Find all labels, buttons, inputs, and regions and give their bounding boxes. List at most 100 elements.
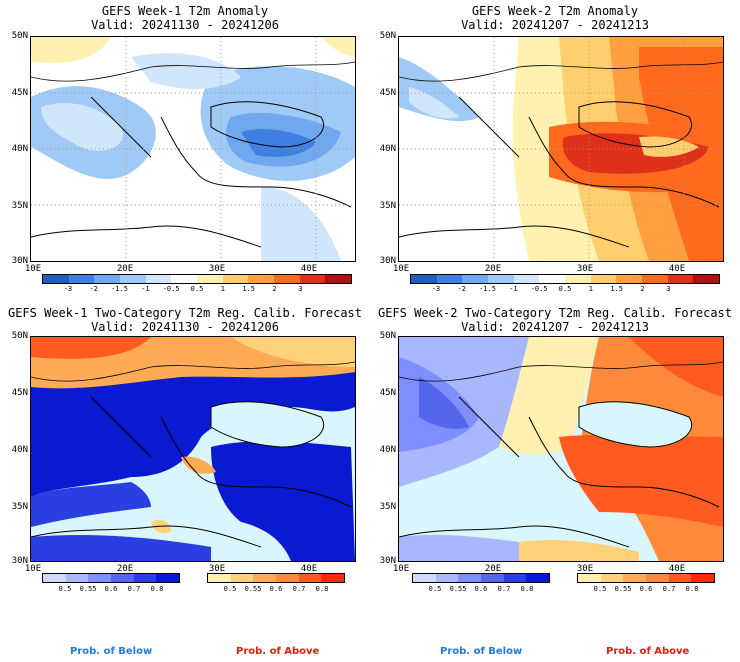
colorbar-tick-label: 0.6 xyxy=(269,585,283,593)
map-graphic xyxy=(31,337,355,561)
colorbar-swatch xyxy=(411,275,437,283)
colorbar-swatch xyxy=(642,275,668,283)
probability-map-week1 xyxy=(30,336,356,562)
panel-title: GEFS Week-1 T2m Anomaly xyxy=(101,4,269,18)
prob-below-colorbar-ticks: 0.5 0.55 0.6 0.7 0.8 xyxy=(42,585,180,595)
lon-label: 40E xyxy=(668,264,686,274)
colorbar-swatch xyxy=(590,275,617,283)
lon-label: 30E xyxy=(208,264,226,274)
map-graphic xyxy=(399,337,723,561)
colorbar-swatch xyxy=(222,275,249,283)
colorbar-swatch xyxy=(691,574,715,582)
anomaly-colorbar-ticks: -3 -2 -1.5 -1 -0.5 0.5 1 1.5 2 3 xyxy=(42,285,352,295)
colorbar-swatch xyxy=(616,275,643,283)
lat-label: 50N xyxy=(379,331,396,341)
colorbar-tick-label: 2 xyxy=(272,285,277,293)
lat-label: 35N xyxy=(379,502,396,512)
colorbar-tick-label: -1.5 xyxy=(479,285,496,293)
prob-above-colorbar xyxy=(577,573,715,583)
colorbar-swatch xyxy=(513,275,540,283)
colorbar-swatch xyxy=(43,574,66,582)
lat-label: 45N xyxy=(11,88,28,98)
colorbar-swatch xyxy=(253,574,277,582)
colorbar-tick-label: -1 xyxy=(509,285,518,293)
lat-label: 30N xyxy=(11,556,28,566)
colorbar-swatch xyxy=(248,275,275,283)
map-graphic xyxy=(399,37,723,261)
colorbar-tick-label: 0.8 xyxy=(520,585,534,593)
colorbar-tick-label: -0.5 xyxy=(530,285,548,293)
colorbar-swatch xyxy=(526,574,550,582)
probability-map-week2 xyxy=(398,336,724,562)
colorbar-tick-label: 0.55 xyxy=(244,585,262,593)
panel-week1-probability: GEFS Week-1 Two-Category T2m Reg. Calib.… xyxy=(0,300,370,662)
colorbar-swatch xyxy=(68,275,95,283)
colorbar-swatch xyxy=(43,275,69,283)
colorbar-tick-label: 1 xyxy=(588,285,593,293)
panel-valid-dates: Valid: 20241207 - 20241213 xyxy=(461,18,649,32)
colorbar-swatch xyxy=(133,574,157,582)
prob-below-colorbar xyxy=(42,573,180,583)
lon-label: 10E xyxy=(392,264,410,274)
colorbar-swatch xyxy=(458,574,482,582)
colorbar-tick-label: -2 xyxy=(457,285,466,293)
colorbar-tick-label: -1.5 xyxy=(111,285,128,293)
colorbar-swatch xyxy=(88,574,112,582)
lon-label: 20E xyxy=(484,264,502,274)
colorbar-swatch xyxy=(120,275,146,283)
colorbar-tick-label: -3 xyxy=(63,285,73,293)
lon-label: 10E xyxy=(24,564,42,574)
lat-label: 50N xyxy=(11,31,28,41)
lat-label: 45N xyxy=(379,388,396,398)
lon-label: 20E xyxy=(116,264,134,274)
panel-title: GEFS Week-1 Two-Category T2m Reg. Calib.… xyxy=(7,306,362,320)
colorbar-swatch xyxy=(435,574,459,582)
colorbar-swatch xyxy=(274,275,300,283)
anomaly-colorbar xyxy=(42,274,352,284)
colorbar-tick-label: 0.6 xyxy=(104,585,118,593)
lon-label: 30E xyxy=(576,264,594,274)
colorbar-tick-label: -0.5 xyxy=(162,285,180,293)
colorbar-tick-label: 2 xyxy=(640,285,645,293)
colorbar-swatch xyxy=(325,275,352,283)
colorbar-swatch xyxy=(578,574,601,582)
prob-above-colorbar-ticks: 0.5 0.55 0.6 0.7 0.8 xyxy=(577,585,715,595)
prob-above-colorbar-ticks: 0.5 0.55 0.6 0.7 0.8 xyxy=(207,585,345,595)
colorbar-swatch xyxy=(208,574,231,582)
colorbar-swatch xyxy=(321,574,345,582)
colorbar-swatch xyxy=(299,275,326,283)
colorbar-swatch xyxy=(693,275,720,283)
colorbar-swatch xyxy=(503,574,527,582)
lat-label: 40N xyxy=(379,144,396,154)
panel-title: GEFS Week-2 Two-Category T2m Reg. Calib.… xyxy=(377,306,732,320)
anomaly-map-week1 xyxy=(30,36,356,262)
anomaly-map-week2 xyxy=(398,36,724,262)
lat-label: 30N xyxy=(379,256,396,266)
colorbar-tick-label: 0.6 xyxy=(639,585,653,593)
colorbar-swatch xyxy=(565,275,591,283)
colorbar-swatch xyxy=(667,275,694,283)
colorbar-tick-label: 0.5 xyxy=(558,285,572,293)
colorbar-swatch xyxy=(539,275,566,283)
colorbar-tick-label: 0.5 xyxy=(593,585,607,593)
lat-label: 40N xyxy=(11,445,28,455)
lat-label: 35N xyxy=(11,201,28,211)
colorbar-swatch xyxy=(462,275,489,283)
lat-label: 35N xyxy=(379,201,396,211)
lat-label: 50N xyxy=(379,31,396,41)
panel-week2-probability: GEFS Week-2 Two-Category T2m Reg. Calib.… xyxy=(370,300,740,662)
colorbar-swatch xyxy=(65,574,89,582)
colorbar-swatch xyxy=(94,275,121,283)
colorbar-swatch xyxy=(145,275,172,283)
prob-above-colorbar xyxy=(207,573,345,583)
prob-below-colorbar-ticks: 0.5 0.55 0.6 0.7 0.8 xyxy=(412,585,550,595)
colorbar-tick-label: -3 xyxy=(431,285,441,293)
prob-above-label: Prob. of Above xyxy=(606,646,690,657)
colorbar-tick-label: -1 xyxy=(141,285,150,293)
panel-week2-anomaly: GEFS Week-2 T2m Anomaly Valid: 20241207 … xyxy=(370,0,740,300)
lon-label: 20E xyxy=(116,564,134,574)
lon-label: 40E xyxy=(300,264,318,274)
panel-valid-dates: Valid: 20241130 - 20241206 xyxy=(91,320,279,334)
colorbar-tick-label: 3 xyxy=(298,285,303,293)
colorbar-swatch xyxy=(276,574,299,582)
